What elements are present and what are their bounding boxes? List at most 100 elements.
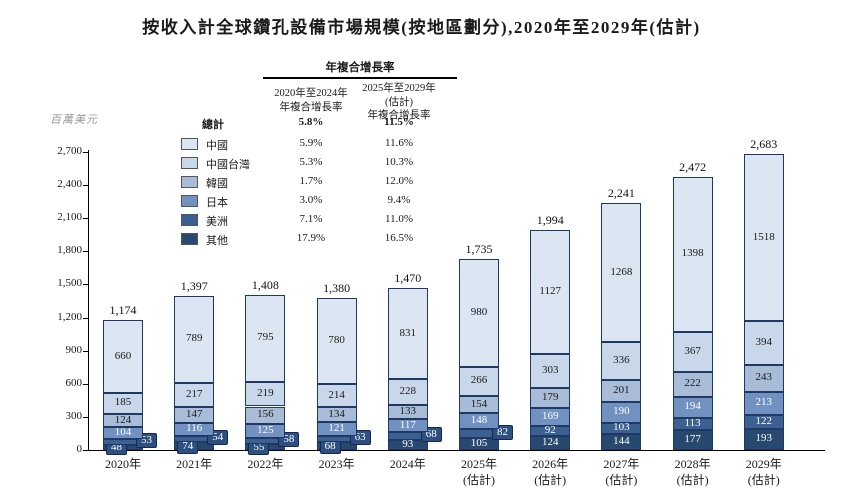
- y-tick-mark: [83, 185, 89, 187]
- legend-row: 日本 3.0% 9.4%: [180, 193, 470, 212]
- bar-total-label: 2,683: [750, 136, 778, 151]
- segment-value-label: 660: [114, 349, 132, 362]
- x-axis-label: 2028年 (估計): [674, 457, 711, 487]
- total-cagr-2020-2024: 5.8%: [298, 116, 324, 128]
- bar-segment-韓國: 222: [672, 372, 713, 397]
- bar-segment-中國: 795: [245, 294, 286, 383]
- y-tick-label: 0: [76, 443, 83, 455]
- bar-segment-中國: 1268: [601, 202, 642, 343]
- bar-segment-中國: 660: [103, 320, 143, 394]
- y-tick-mark: [83, 383, 89, 385]
- legend-rows: 中國 5.9% 11.6% 中國台灣 5.3% 10.3% 韓國 1.7% 12.0% 日本 3.0…: [180, 136, 470, 250]
- bar-segment-日本: 213: [743, 391, 784, 416]
- segment-value-label: 222: [684, 377, 701, 390]
- segment-value-label: 148: [470, 414, 488, 427]
- legend-label: 中國: [206, 140, 228, 152]
- segment-value-label: 394: [755, 336, 773, 349]
- segment-value-label: 116: [186, 422, 203, 435]
- bar-segment-日本: 117: [387, 419, 428, 433]
- y-tick-label: 1,800: [57, 244, 82, 257]
- bar-segment-中國台灣: 367: [672, 331, 713, 373]
- segment-value-label: 1518: [752, 230, 775, 243]
- segment-value-label: 144: [613, 435, 630, 448]
- segment-value-label: 156: [257, 408, 274, 421]
- segment-value-label: 219: [257, 387, 274, 400]
- segment-value-label: 104: [114, 426, 132, 439]
- y-tick-label: 1,500: [57, 277, 82, 290]
- segment-value-label: 303: [541, 364, 559, 377]
- segment-value-label: 980: [470, 305, 488, 318]
- bar-segment-韓國: 133: [387, 404, 428, 420]
- bar-total-label: 1,174: [109, 303, 137, 318]
- legend-swatch-icon: [181, 176, 198, 188]
- legend-swatch-icon: [181, 233, 198, 245]
- bar-segment-中國: 980: [459, 258, 499, 367]
- segment-value-label: 795: [257, 331, 274, 344]
- legend-swatch-icon: [181, 157, 198, 169]
- bar-segment-日本: 148: [459, 413, 499, 430]
- y-tick-label: 2,400: [57, 178, 82, 191]
- segment-value-label: 121: [328, 421, 345, 434]
- bar-segment-中國: 780: [316, 297, 357, 384]
- legend-label: 美洲: [206, 216, 228, 228]
- bar-segment-日本: 116: [174, 422, 215, 436]
- legend-label: 其他: [206, 235, 228, 247]
- cagr-column-2025-2029-header: 2025年至2029年 (估計) 年複合增長率: [362, 83, 436, 122]
- legend-cagr-2025-2029: 9.4%: [387, 194, 411, 206]
- legend-row: 中國 5.9% 11.6%: [180, 136, 470, 155]
- y-tick-mark: [83, 450, 89, 451]
- legend-label: 韓國: [206, 178, 228, 190]
- segment-value-label: 213: [755, 396, 773, 409]
- bar-segment-中國: 1127: [530, 229, 571, 355]
- bar-segment-其他: 105: [459, 437, 499, 450]
- legend-cagr-2025-2029: 11.6%: [384, 137, 413, 149]
- bar-segment-美洲: 92: [530, 424, 571, 437]
- bar-segment-日本: 121: [316, 421, 357, 436]
- bar-segment-其他: 93: [387, 438, 428, 450]
- x-axis-label: 2029年 (估計): [745, 457, 782, 487]
- bar-segment-日本: 194: [672, 396, 713, 418]
- segment-value-label: 201: [613, 383, 630, 396]
- legend-swatch-icon: [181, 214, 198, 226]
- segment-value-label: 831: [399, 326, 417, 339]
- segment-value-label: 134: [328, 407, 345, 420]
- legend-cagr-2020-2024: 5.9%: [299, 137, 323, 149]
- segment-value-label: 1127: [539, 285, 561, 298]
- bar-segment-中國台灣: 266: [459, 366, 499, 396]
- segment-value-label: 217: [185, 387, 203, 400]
- bar-segment-中國台灣: 214: [316, 383, 357, 408]
- legend-cagr-2025-2029: 10.3%: [384, 156, 414, 168]
- bar-segment-中國: 789: [174, 295, 215, 383]
- bar-segment-日本: 169: [530, 407, 571, 427]
- legend-row: 其他 17.9% 16.5%: [180, 231, 470, 250]
- segment-value-label: 169: [541, 409, 559, 422]
- bar-segment-韓國: 201: [601, 379, 642, 402]
- x-axis-line: [88, 450, 825, 451]
- cagr-table-header: 年複合增長率: [325, 62, 395, 74]
- segment-value-label: 185: [114, 396, 132, 409]
- y-tick-label: 300: [65, 409, 83, 422]
- y-tick-mark: [83, 218, 89, 220]
- segment-value-label: 1268: [610, 265, 633, 278]
- segment-value-label: 1398: [681, 247, 704, 260]
- bar-segment-美洲: 113: [672, 417, 713, 431]
- segment-value-label: 367: [684, 344, 701, 357]
- legend-cagr-2025-2029: 11.0%: [384, 213, 413, 225]
- bar-segment-韓國: 134: [316, 407, 357, 423]
- segment-value-label: 105: [470, 437, 488, 450]
- legend-cagr-2025-2029: 16.5%: [384, 232, 414, 244]
- segment-value-label: 103: [613, 421, 630, 434]
- cagr-column-2020-2024-header: 2020年至2024年 年複合增長率: [274, 88, 348, 113]
- segment-value-label: 780: [328, 333, 345, 346]
- segment-value-label: 122: [755, 414, 773, 427]
- legend-cagr-2020-2024: 5.3%: [299, 156, 323, 168]
- bar-segment-中國: 1518: [743, 153, 784, 322]
- bar-segment-中國台灣: 185: [103, 393, 143, 414]
- bar-segment-中國台灣: 394: [743, 321, 784, 365]
- y-tick-label: 900: [65, 343, 83, 356]
- bar-segment-其他: 144: [601, 434, 642, 450]
- x-axis-label: 2021年: [176, 457, 213, 471]
- segment-value-label: 124: [541, 436, 559, 449]
- legend-swatch-icon: [181, 138, 198, 150]
